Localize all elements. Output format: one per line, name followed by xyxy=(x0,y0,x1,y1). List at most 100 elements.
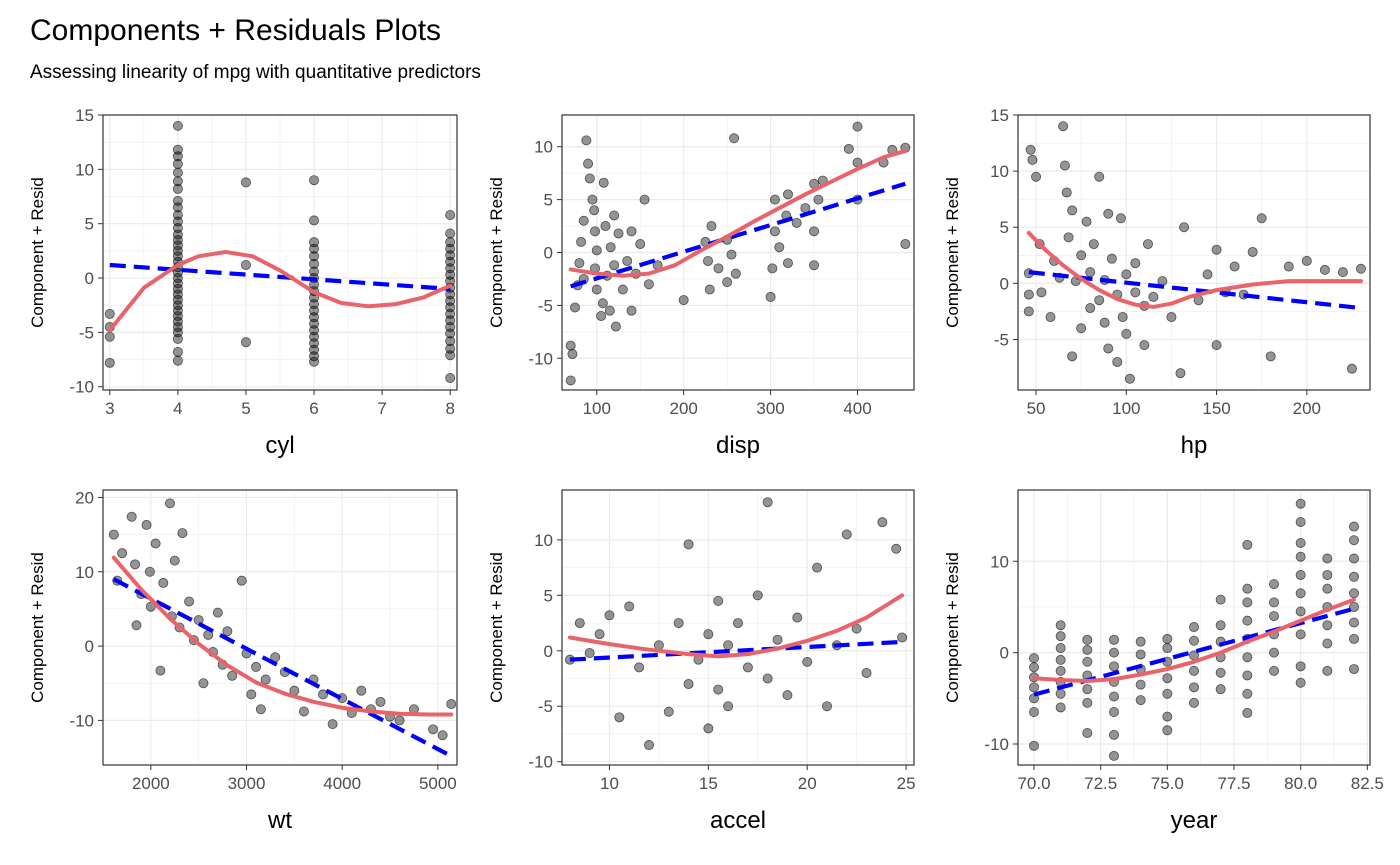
data-point xyxy=(1058,121,1069,132)
x-tick-label: 3 xyxy=(105,399,114,418)
data-point xyxy=(1029,653,1040,664)
x-tick-label: 100 xyxy=(583,399,611,418)
points-accel xyxy=(564,497,908,751)
data-point xyxy=(1088,239,1099,250)
data-point xyxy=(643,279,654,290)
y-tick-label: -10 xyxy=(69,378,94,397)
data-point xyxy=(752,590,763,601)
y-axis-label: Component + Resid xyxy=(943,177,962,328)
panel-hp: 50 100 150 200 -5 0 5 10 15 hp Component + Resid xyxy=(943,106,1371,459)
data-point xyxy=(1247,246,1258,257)
data-point xyxy=(891,543,902,554)
data-point xyxy=(246,689,257,700)
x-tick-label: 400 xyxy=(843,399,871,418)
data-point xyxy=(172,300,183,311)
data-point xyxy=(172,234,183,245)
data-point xyxy=(227,670,238,681)
data-point xyxy=(1162,633,1173,644)
data-point xyxy=(843,143,854,154)
data-point xyxy=(318,689,329,700)
smooth-fit-line xyxy=(568,148,908,278)
data-point xyxy=(1295,498,1306,509)
data-point xyxy=(1055,643,1066,654)
data-point xyxy=(729,133,740,144)
data-point xyxy=(605,242,616,253)
data-point xyxy=(1211,244,1222,255)
data-point xyxy=(164,498,175,509)
data-point xyxy=(1349,535,1360,546)
data-point xyxy=(309,258,320,269)
y-tick-label: -5 xyxy=(538,296,553,315)
data-point xyxy=(1242,597,1253,608)
data-point xyxy=(1322,665,1333,676)
data-point xyxy=(1179,222,1190,233)
smooth-fit-line xyxy=(107,249,453,333)
data-point xyxy=(172,267,183,278)
data-point xyxy=(184,596,195,607)
data-point xyxy=(617,284,628,295)
data-point xyxy=(1337,267,1348,278)
data-point xyxy=(791,217,802,228)
x-tick-label: 4 xyxy=(173,399,182,418)
data-point xyxy=(1349,521,1360,532)
data-point xyxy=(298,706,309,717)
data-point xyxy=(1109,691,1120,702)
data-point xyxy=(309,351,320,362)
y-tick-label: 15 xyxy=(75,106,94,125)
data-point xyxy=(172,273,183,284)
data-point xyxy=(1055,688,1066,699)
data-point xyxy=(255,704,266,715)
data-point xyxy=(356,685,367,696)
data-point xyxy=(108,529,119,540)
x-tick-label: 200 xyxy=(1293,399,1321,418)
data-point xyxy=(703,255,714,266)
data-point xyxy=(644,740,655,751)
y-axis-label: Component + Resid xyxy=(487,552,506,703)
data-point xyxy=(1175,368,1186,379)
data-point xyxy=(1269,611,1280,622)
data-point xyxy=(610,321,621,332)
data-point xyxy=(678,295,689,306)
points-disp xyxy=(565,121,911,386)
x-tick-label: 8 xyxy=(445,399,454,418)
data-point xyxy=(1130,287,1141,298)
data-point xyxy=(172,229,183,240)
data-point xyxy=(673,618,684,629)
panel-border xyxy=(102,489,458,766)
panel-year: 70.0 72.5 75.0 77.5 80.0 82.5 -10 0 10 year Compon… xyxy=(943,489,1384,834)
data-point xyxy=(1109,750,1120,761)
data-point xyxy=(1023,289,1034,300)
data-point xyxy=(821,701,832,712)
data-point xyxy=(604,305,615,316)
y-tick-label: 0 xyxy=(544,642,553,661)
data-point xyxy=(589,205,600,216)
x-tick-label: 75.0 xyxy=(1151,774,1184,793)
y-tick-label: 10 xyxy=(534,531,553,550)
data-point xyxy=(1135,649,1146,660)
data-point xyxy=(1130,258,1141,269)
data-point xyxy=(1121,269,1132,280)
data-point xyxy=(172,316,183,327)
data-point xyxy=(428,724,439,735)
data-point xyxy=(172,251,183,262)
data-point xyxy=(1045,312,1056,323)
data-point xyxy=(1081,216,1092,227)
data-point xyxy=(1322,569,1333,580)
data-point xyxy=(613,228,624,239)
data-point xyxy=(172,202,183,213)
data-point xyxy=(1139,340,1150,351)
x-tick-label: 82.5 xyxy=(1351,774,1384,793)
data-point xyxy=(172,346,183,357)
data-point xyxy=(597,298,608,309)
panel-disp: 100 200 300 400 -10 -5 0 5 10 disp Component + Res… xyxy=(487,114,915,459)
data-point xyxy=(1295,551,1306,562)
data-point xyxy=(158,577,169,588)
x-tick-label: 150 xyxy=(1202,399,1230,418)
data-point xyxy=(1189,635,1200,646)
data-point xyxy=(1162,643,1173,654)
data-point xyxy=(1025,144,1036,155)
data-point xyxy=(445,373,456,384)
data-point xyxy=(1099,317,1110,328)
x-tick-label: 200 xyxy=(669,399,697,418)
